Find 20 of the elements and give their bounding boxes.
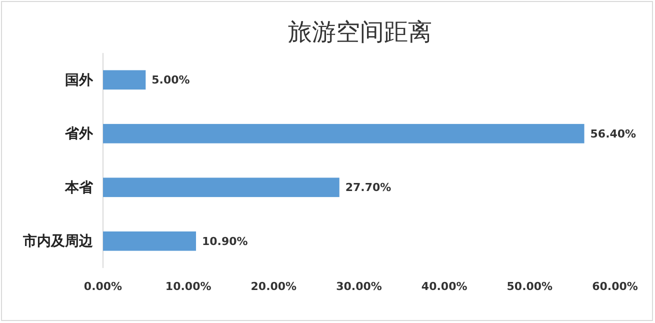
data-label: 5.00%	[152, 74, 190, 87]
bar	[103, 70, 146, 90]
x-tick-label: 40.00%	[421, 280, 468, 293]
chart-title: 旅游空间距离	[288, 18, 432, 46]
x-tick-label: 30.00%	[336, 280, 382, 293]
x-tick-label: 20.00%	[250, 280, 297, 293]
bar	[103, 178, 340, 198]
x-tick-label: 60.00%	[592, 280, 638, 293]
y-tick-label: 省外	[64, 126, 94, 142]
x-tick-label: 50.00%	[506, 280, 553, 293]
data-label: 27.70%	[345, 181, 392, 194]
bar	[103, 124, 584, 144]
y-tick-label: 市内及周边	[22, 232, 94, 250]
y-tick-label: 国外	[65, 72, 94, 88]
x-tick-label: 0.00%	[84, 280, 122, 293]
data-label: 10.90%	[202, 234, 248, 248]
x-tick-label: 10.00%	[165, 280, 212, 293]
data-label: 56.40%	[590, 127, 636, 140]
y-tick-label: 本省	[64, 180, 94, 196]
bar	[103, 231, 196, 251]
